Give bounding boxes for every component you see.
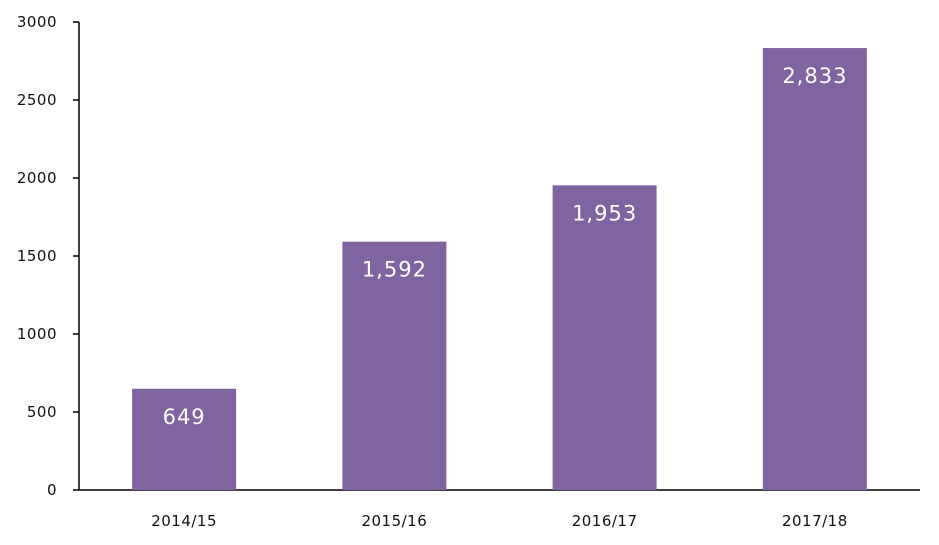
x-tick-label: 2015/16 — [361, 512, 427, 530]
x-axis-ticks: 2014/15 2015/16 2016/17 2017/18 — [151, 512, 848, 530]
y-tick-label: 1000 — [17, 325, 57, 343]
x-tick-label: 2014/15 — [151, 512, 217, 530]
x-tick-label: 2017/18 — [782, 512, 848, 530]
y-tick-label: 0 — [47, 481, 57, 499]
y-tick-label: 500 — [27, 403, 57, 421]
y-tick-label: 3000 — [17, 13, 57, 31]
bar-value-label: 2,833 — [782, 64, 847, 88]
bar — [132, 388, 237, 490]
bar-value-label: 649 — [163, 405, 206, 429]
y-tick-label: 1500 — [17, 247, 57, 265]
y-axis-ticks: 0 500 1000 1500 2000 2500 3000 — [17, 13, 79, 499]
y-tick-label: 2500 — [17, 91, 57, 109]
bar-value-label: 1,592 — [362, 258, 427, 282]
bar — [762, 48, 867, 490]
bar — [552, 185, 657, 490]
y-tick-label: 2000 — [17, 169, 57, 187]
bars-group: 649 1,592 1,953 2,833 — [132, 48, 867, 490]
bar — [342, 241, 447, 490]
bar-value-label: 1,953 — [572, 201, 637, 225]
x-tick-label: 2016/17 — [572, 512, 638, 530]
